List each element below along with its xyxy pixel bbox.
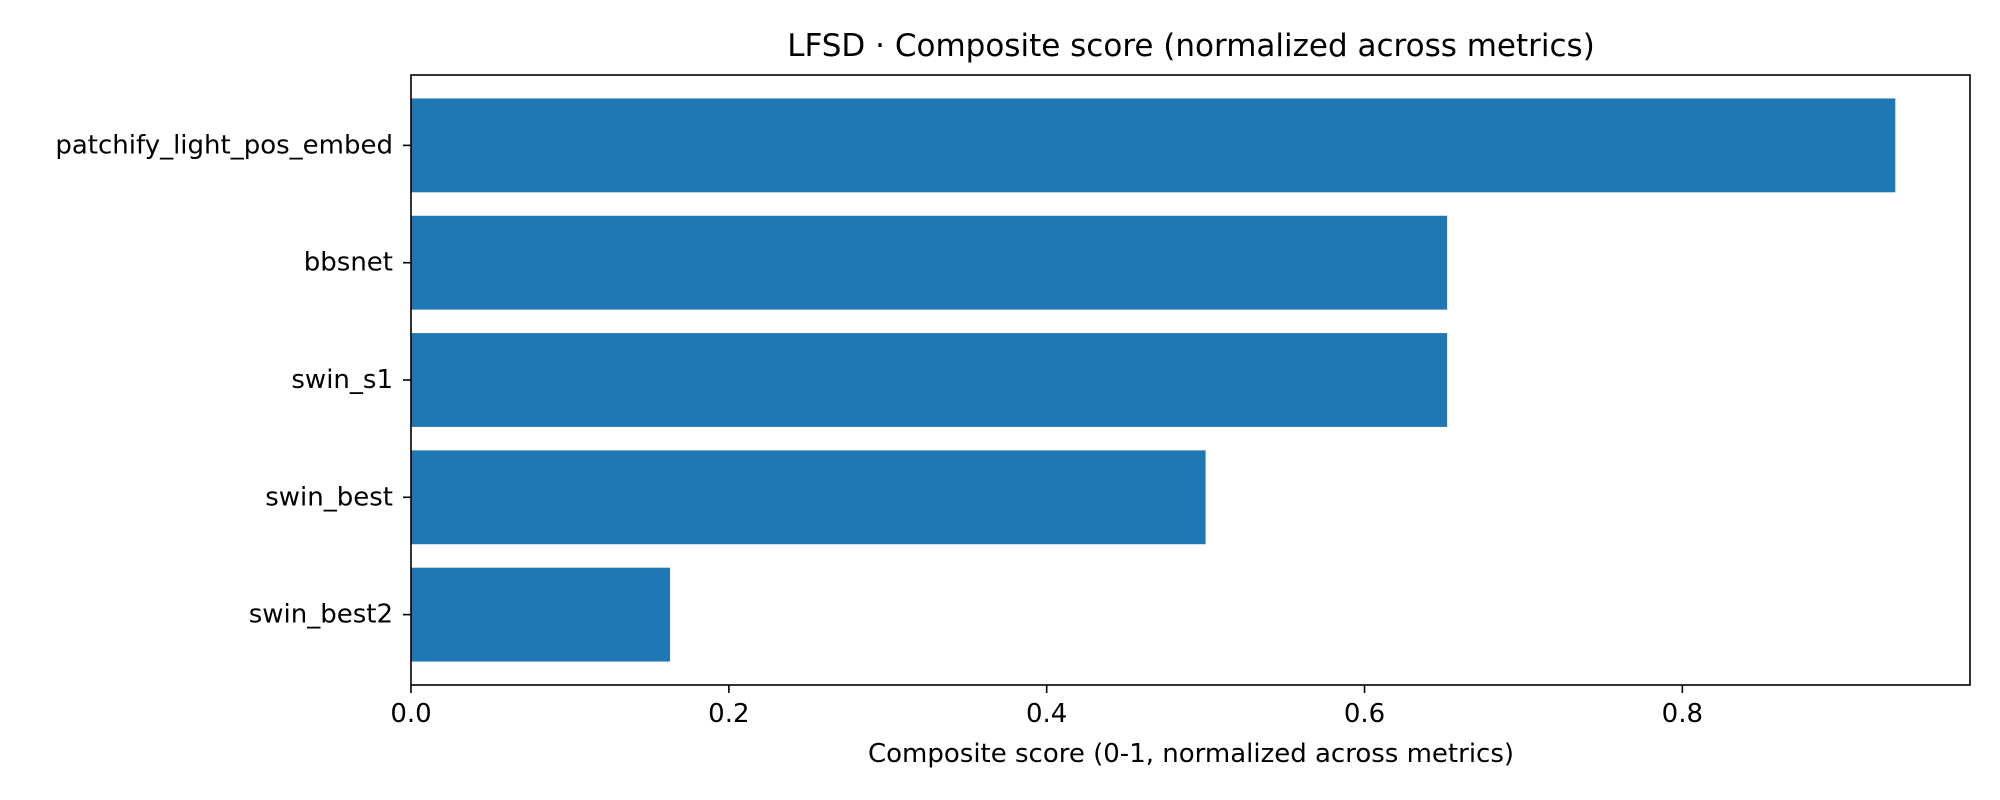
y-tick-label: swin_s1 <box>291 365 393 395</box>
x-axis-label: Composite score (0-1, normalized across … <box>868 739 1514 769</box>
x-tick-label: 0.6 <box>1344 699 1385 729</box>
bar-swin-best2 <box>411 567 671 662</box>
bar-bbsnet <box>411 215 1448 310</box>
chart-title: LFSD · Composite score (normalized acros… <box>787 28 1595 64</box>
bar-swin-s1 <box>411 333 1448 427</box>
x-axis-ticks: 0.0 0.2 0.4 0.6 0.8 <box>390 685 1703 729</box>
x-tick-label: 0.2 <box>708 699 749 729</box>
y-tick-label: swin_best2 <box>249 600 393 630</box>
bar-swin-best <box>411 450 1206 545</box>
x-tick-label: 0.8 <box>1662 699 1703 729</box>
y-tick-label: bbsnet <box>304 248 393 278</box>
x-tick-label: 0.4 <box>1026 699 1067 729</box>
bars-group <box>411 98 1896 662</box>
x-tick-label: 0.0 <box>390 699 431 729</box>
plot-frame <box>410 74 1971 686</box>
y-tick-label: swin_best <box>265 482 393 512</box>
y-tick-label: patchify_light_pos_embed <box>55 130 393 160</box>
bar-patchify-light-pos-embed <box>411 98 1896 193</box>
